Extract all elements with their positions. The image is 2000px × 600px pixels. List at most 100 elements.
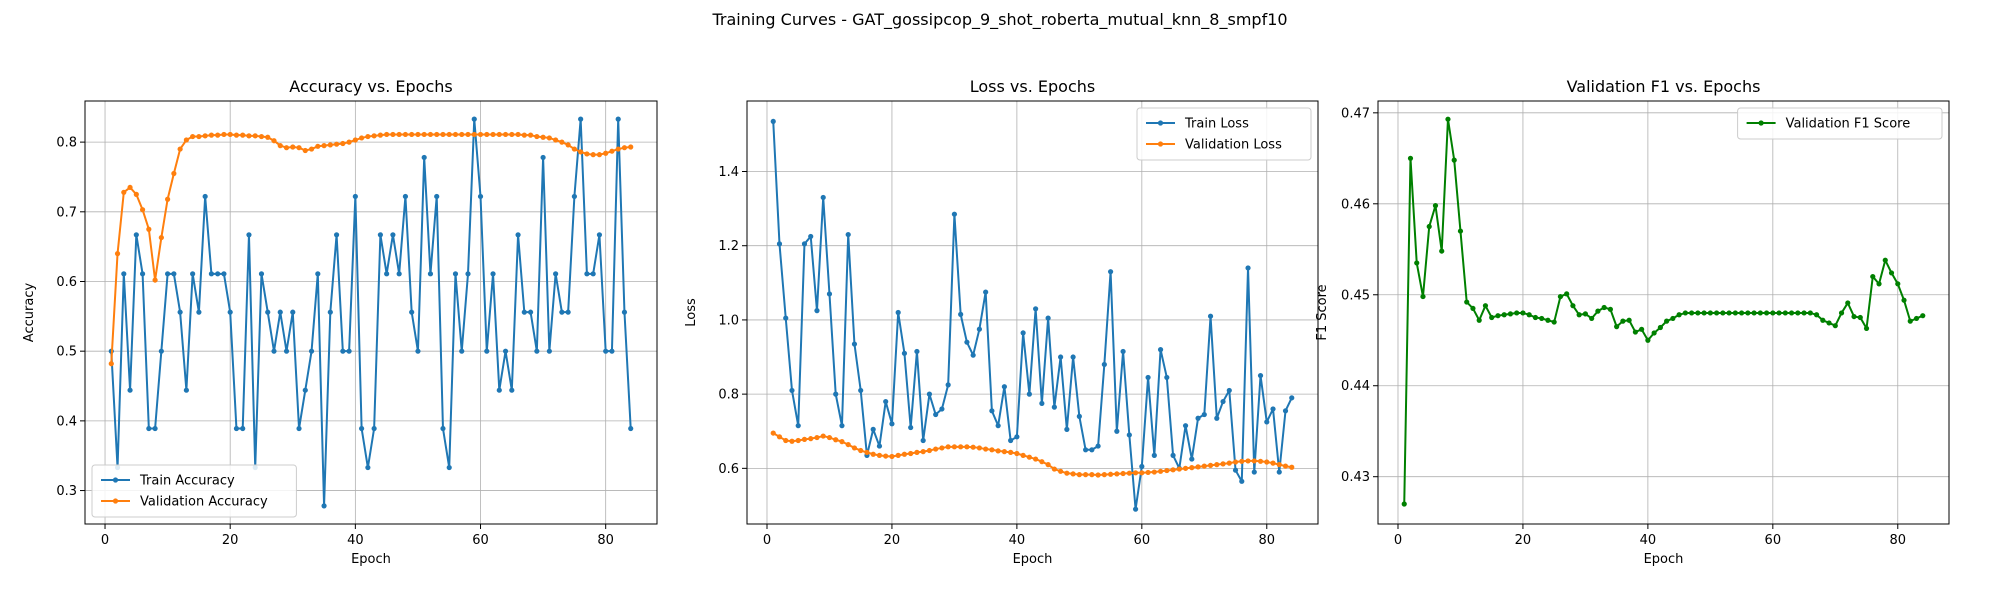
accuracy-data-point [139, 207, 146, 213]
f1-data-point [1445, 116, 1451, 122]
loss-data-point [1008, 437, 1014, 444]
accuracy-axes-frame [84, 100, 658, 525]
f1-data-point [1426, 223, 1432, 230]
loss-data-point [1114, 428, 1120, 434]
loss-data-point [1239, 458, 1245, 464]
loss-series-line [772, 121, 1293, 511]
loss-data-point [976, 326, 982, 332]
loss-data-point [1182, 465, 1189, 471]
accuracy-chart: 0 20 40 60 80 0.3 0.4 0.5 0.6 0.7 0.8 Accuracy vs. … [22, 77, 658, 567]
accuracy-data-point [233, 425, 240, 432]
loss-data-point [951, 444, 958, 450]
loss-data-point [858, 447, 864, 454]
f1-data-point [1895, 281, 1901, 287]
loss-y-tick-label: 0.8 [718, 388, 739, 403]
f1-y-tick-label: 0.47 [1341, 106, 1370, 121]
loss-data-point [1220, 398, 1226, 405]
accuracy-data-point [352, 193, 358, 200]
accuracy-data-point [628, 425, 634, 432]
accuracy-data-point [190, 271, 196, 277]
loss-data-point [1064, 470, 1070, 476]
loss-data-point [1120, 348, 1126, 355]
accuracy-legend-marker [112, 477, 119, 483]
f1-data-point [1607, 306, 1613, 312]
accuracy-chart-title: Accuracy vs. Epochs [289, 77, 452, 96]
accuracy-data-point [515, 232, 521, 238]
accuracy-data-point [108, 361, 114, 367]
accuracy-data-point [377, 232, 383, 238]
accuracy-data-point [158, 348, 164, 354]
f1-x-tick-label: 60 [1765, 533, 1782, 548]
accuracy-data-point [271, 348, 277, 354]
accuracy-data-point [559, 309, 565, 315]
accuracy-legend-box [91, 464, 297, 518]
loss-data-point [1207, 462, 1214, 468]
accuracy-data-point [177, 309, 183, 315]
accuracy-data-point [496, 387, 502, 393]
accuracy-data-point [165, 196, 171, 202]
loss-data-point [839, 423, 845, 429]
accuracy-legend-marker [112, 498, 119, 504]
loss-x-tick-label: 20 [884, 533, 901, 548]
loss-data-point [1076, 472, 1082, 478]
loss-data-point [1051, 466, 1057, 472]
accuracy-series-line [110, 118, 632, 507]
accuracy-data-point [327, 309, 333, 315]
accuracy-data-point [427, 131, 434, 138]
accuracy-data-point [371, 425, 377, 432]
loss-data-point [1039, 459, 1045, 465]
accuracy-data-point [565, 309, 571, 315]
loss-data-point [789, 387, 795, 394]
accuracy-data-point [553, 271, 559, 277]
accuracy-data-point [502, 131, 509, 138]
loss-data-point [1164, 467, 1170, 474]
f1-data-point [1664, 318, 1670, 324]
f1-data-point [1551, 319, 1557, 325]
f1-data-point [1576, 312, 1582, 318]
f1-data-point [1520, 310, 1526, 316]
loss-data-point [820, 433, 826, 439]
accuracy-data-point [315, 143, 321, 149]
f1-axes-frame [1377, 100, 1950, 525]
f1-legend: Validation F1 Score [1737, 107, 1943, 140]
f1-data-point [1470, 305, 1476, 312]
loss-axes-frame [746, 100, 1319, 525]
accuracy-data-point [584, 271, 590, 277]
accuracy-data-point [277, 142, 283, 149]
loss-data-point [1083, 472, 1089, 478]
accuracy-data-point [215, 132, 221, 138]
accuracy-x-tick-label: 20 [222, 533, 239, 548]
f1-chart-title: Validation F1 vs. Epochs [1567, 77, 1761, 96]
loss-data-point [1076, 413, 1082, 419]
loss-data-point [1176, 466, 1182, 472]
loss-data-point [1045, 315, 1051, 321]
accuracy-grid [85, 101, 657, 524]
loss-data-point [1026, 454, 1032, 460]
accuracy-data-point [484, 348, 490, 354]
loss-data-point [958, 444, 964, 450]
accuracy-y-tick-label: 0.8 [56, 136, 77, 151]
f1-data-point [1414, 260, 1420, 266]
loss-data-point [1264, 459, 1270, 465]
accuracy-x-tick-label: 0 [101, 533, 109, 548]
f1-data-point [1788, 310, 1795, 316]
accuracy-data-point [521, 132, 527, 138]
accuracy-data-point [183, 137, 189, 143]
accuracy-data-point [434, 193, 440, 200]
f1-data-point [1514, 310, 1520, 316]
accuracy-data-point [171, 271, 177, 277]
accuracy-data-point [208, 271, 215, 277]
f1-data-point [1457, 228, 1464, 234]
accuracy-legend: Train Accuracy Validation Accuracy [91, 464, 297, 518]
loss-data-point [1289, 464, 1295, 470]
loss-x-tick-label: 0 [763, 533, 771, 548]
accuracy-data-point [340, 140, 346, 147]
accuracy-data-point [190, 133, 196, 140]
loss-y-tick-label: 1.4 [718, 165, 739, 180]
loss-data-point [1095, 443, 1101, 449]
loss-data-point [1039, 400, 1045, 407]
f1-data-point [1589, 315, 1595, 322]
loss-data-point [989, 447, 995, 453]
accuracy-data-point [509, 131, 515, 138]
accuracy-data-point [121, 189, 127, 195]
